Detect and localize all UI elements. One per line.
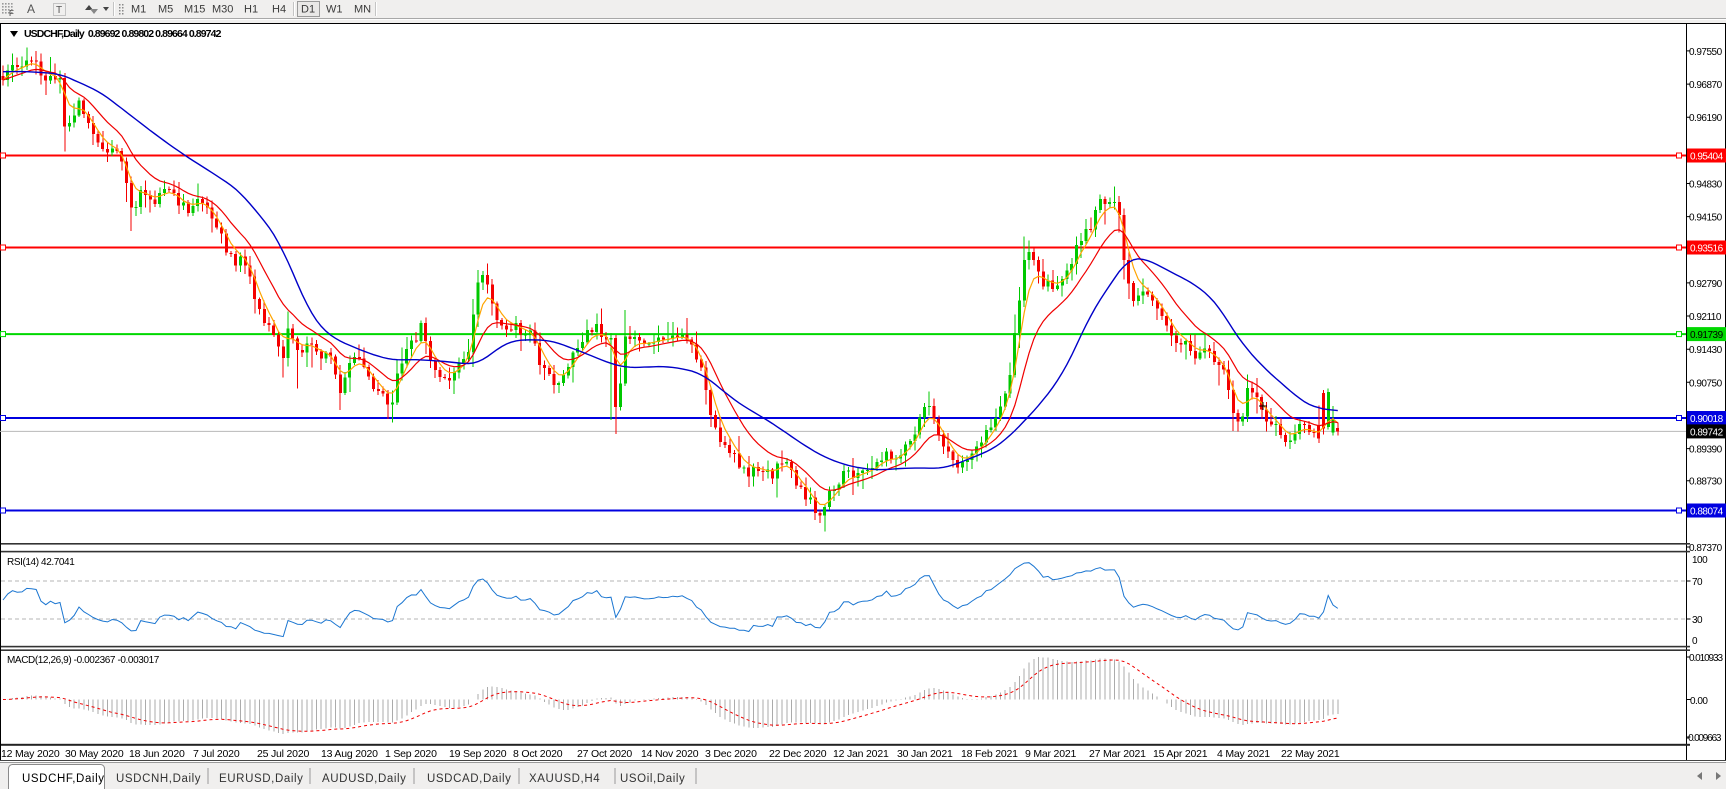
svg-text:0.94830: 0.94830 bbox=[1689, 180, 1723, 191]
svg-text:0.010933: 0.010933 bbox=[1689, 653, 1723, 664]
svg-text:19 Sep 2020: 19 Sep 2020 bbox=[449, 748, 507, 760]
svg-text:F: F bbox=[9, 9, 14, 18]
svg-text:1 Sep 2020: 1 Sep 2020 bbox=[385, 748, 437, 760]
svg-text:30 May 2020: 30 May 2020 bbox=[65, 748, 124, 760]
svg-text:A: A bbox=[27, 2, 35, 16]
svg-text:W1: W1 bbox=[326, 4, 343, 16]
svg-text:0.96190: 0.96190 bbox=[1689, 113, 1723, 124]
svg-text:0.92790: 0.92790 bbox=[1689, 279, 1723, 290]
svg-text:100: 100 bbox=[1692, 555, 1708, 566]
svg-text:0.93516: 0.93516 bbox=[1690, 244, 1724, 255]
svg-text:M30: M30 bbox=[212, 4, 233, 16]
svg-text:4 May 2021: 4 May 2021 bbox=[1217, 748, 1270, 760]
svg-text:22 Dec 2020: 22 Dec 2020 bbox=[769, 748, 827, 760]
svg-text:EURUSD,Daily: EURUSD,Daily bbox=[219, 773, 304, 785]
svg-text:0.96870: 0.96870 bbox=[1689, 80, 1723, 91]
svg-text:9 Mar 2021: 9 Mar 2021 bbox=[1025, 748, 1076, 760]
svg-text:M5: M5 bbox=[158, 4, 173, 16]
svg-text:M15: M15 bbox=[184, 4, 205, 16]
svg-text:0.90018: 0.90018 bbox=[1690, 414, 1724, 425]
svg-text:0.89390: 0.89390 bbox=[1689, 445, 1723, 456]
svg-text:27 Oct 2020: 27 Oct 2020 bbox=[577, 748, 632, 760]
svg-text:USOil,Daily: USOil,Daily bbox=[620, 773, 685, 785]
svg-text:USDCNH,Daily: USDCNH,Daily bbox=[116, 773, 201, 785]
svg-text:D1: D1 bbox=[301, 4, 315, 16]
svg-text:0.88074: 0.88074 bbox=[1690, 507, 1724, 518]
svg-text:0.88730: 0.88730 bbox=[1689, 477, 1723, 488]
svg-text:18 Jun 2020: 18 Jun 2020 bbox=[129, 748, 185, 760]
svg-text:18 Feb 2021: 18 Feb 2021 bbox=[961, 748, 1018, 760]
svg-text:30: 30 bbox=[1692, 615, 1703, 626]
svg-text:0.94150: 0.94150 bbox=[1689, 213, 1723, 224]
svg-text:RSI(14) 42.7041: RSI(14) 42.7041 bbox=[7, 557, 75, 568]
svg-text:0.97550: 0.97550 bbox=[1689, 47, 1723, 58]
svg-text:14 Nov 2020: 14 Nov 2020 bbox=[641, 748, 699, 760]
svg-text:0.91430: 0.91430 bbox=[1689, 345, 1723, 356]
svg-text:0.87370: 0.87370 bbox=[1689, 543, 1723, 554]
svg-text:AUDUSD,Daily: AUDUSD,Daily bbox=[322, 773, 407, 785]
svg-text:22 May 2021: 22 May 2021 bbox=[1281, 748, 1340, 760]
svg-text:-0.009663: -0.009663 bbox=[1686, 733, 1722, 744]
svg-text:0.89742: 0.89742 bbox=[1690, 427, 1724, 438]
svg-text:12 May 2020: 12 May 2020 bbox=[1, 748, 60, 760]
svg-text:8 Oct 2020: 8 Oct 2020 bbox=[513, 748, 563, 760]
svg-text:30 Jan 2021: 30 Jan 2021 bbox=[897, 748, 953, 760]
svg-text:0.91739: 0.91739 bbox=[1690, 330, 1724, 341]
svg-text:3 Dec 2020: 3 Dec 2020 bbox=[705, 748, 757, 760]
svg-text:27 Mar 2021: 27 Mar 2021 bbox=[1089, 748, 1146, 760]
svg-text:0.90750: 0.90750 bbox=[1689, 378, 1723, 389]
svg-text:M1: M1 bbox=[131, 4, 146, 16]
svg-text:T: T bbox=[56, 5, 62, 16]
svg-text:12 Jan 2021: 12 Jan 2021 bbox=[833, 748, 889, 760]
svg-text:H1: H1 bbox=[244, 4, 258, 16]
svg-text:XAUUSD,H4: XAUUSD,H4 bbox=[529, 773, 600, 785]
svg-text:USDCHF,Daily: USDCHF,Daily bbox=[22, 773, 105, 785]
svg-text:0.92110: 0.92110 bbox=[1689, 312, 1722, 323]
svg-text:0.95404: 0.95404 bbox=[1690, 152, 1724, 163]
svg-text:USDCHF,Daily 0.89692 0.89802: USDCHF,Daily 0.89692 0.89802 0.89664 0.8… bbox=[24, 28, 222, 40]
svg-text:0.00: 0.00 bbox=[1690, 696, 1708, 707]
svg-text:0: 0 bbox=[1692, 636, 1698, 647]
svg-text:7 Jul 2020: 7 Jul 2020 bbox=[193, 748, 240, 760]
svg-text:H4: H4 bbox=[272, 4, 286, 16]
svg-text:MN: MN bbox=[354, 4, 371, 16]
svg-text:15 Apr 2021: 15 Apr 2021 bbox=[1153, 748, 1208, 760]
svg-text:25 Jul 2020: 25 Jul 2020 bbox=[257, 748, 309, 760]
svg-text:MACD(12,26,9) -0.002367 -0.003: MACD(12,26,9) -0.002367 -0.003017 bbox=[7, 655, 160, 666]
svg-text:13 Aug 2020: 13 Aug 2020 bbox=[321, 748, 378, 760]
svg-text:USDCAD,Daily: USDCAD,Daily bbox=[427, 773, 512, 785]
svg-text:70: 70 bbox=[1692, 577, 1703, 588]
